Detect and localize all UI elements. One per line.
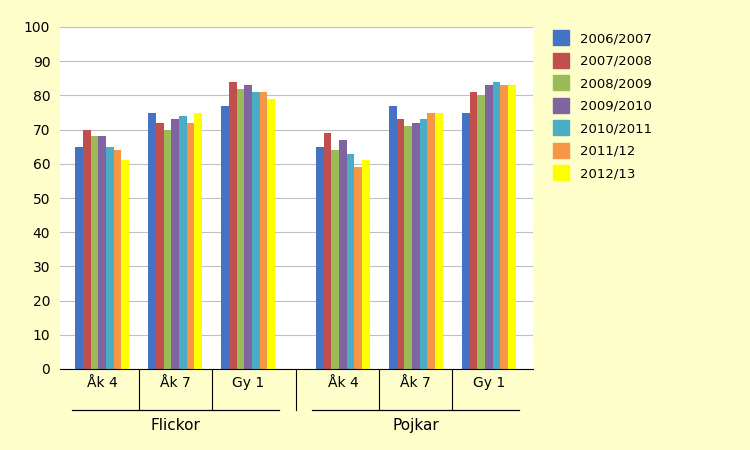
Bar	[194, 112, 202, 369]
Bar	[508, 85, 515, 369]
Bar	[98, 136, 106, 369]
Bar	[346, 153, 355, 369]
Bar	[362, 160, 370, 369]
Legend: 2006/2007, 2007/2008, 2008/2009, 2009/2010, 2010/2011, 2011/12, 2012/13: 2006/2007, 2007/2008, 2008/2009, 2009/20…	[554, 30, 652, 180]
Bar	[148, 112, 156, 369]
Bar	[156, 123, 164, 369]
Bar	[500, 85, 508, 369]
Bar	[179, 116, 187, 369]
Bar	[316, 147, 324, 369]
Text: Pojkar: Pojkar	[392, 418, 439, 433]
Bar	[172, 119, 179, 369]
Bar	[435, 112, 442, 369]
Bar	[420, 119, 428, 369]
Bar	[260, 92, 267, 369]
Bar	[355, 167, 362, 369]
Bar	[122, 160, 129, 369]
Bar	[76, 147, 83, 369]
Bar	[485, 85, 493, 369]
Bar	[324, 133, 332, 369]
Text: Flickor: Flickor	[150, 418, 200, 433]
Bar	[164, 130, 172, 369]
Bar	[339, 140, 346, 369]
Bar	[83, 130, 91, 369]
Bar	[427, 112, 435, 369]
Bar	[470, 92, 477, 369]
Bar	[397, 119, 404, 369]
Bar	[221, 106, 229, 369]
Bar	[493, 82, 500, 369]
Bar	[244, 85, 252, 369]
Bar	[389, 106, 397, 369]
Bar	[252, 92, 260, 369]
Bar	[114, 150, 122, 369]
Bar	[412, 123, 420, 369]
Bar	[106, 147, 114, 369]
Bar	[187, 123, 194, 369]
Bar	[229, 82, 237, 369]
Bar	[404, 126, 412, 369]
Bar	[462, 112, 470, 369]
Bar	[477, 95, 485, 369]
Bar	[237, 89, 244, 369]
Bar	[267, 99, 275, 369]
Bar	[91, 136, 98, 369]
Bar	[332, 150, 339, 369]
